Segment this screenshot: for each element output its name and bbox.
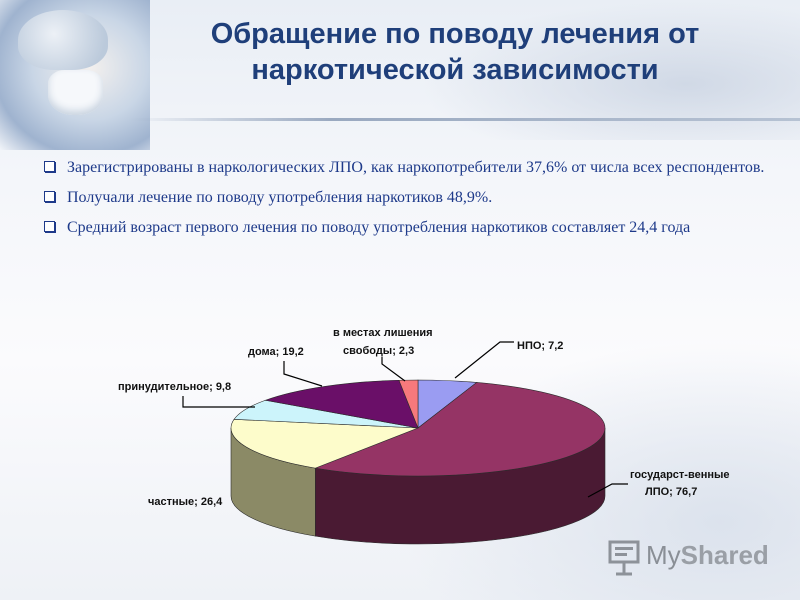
pie-data-label: в местах лишения	[333, 327, 433, 339]
checkbox-bullet-icon	[44, 221, 55, 232]
leader-line	[587, 483, 628, 498]
surgical-mask	[48, 70, 103, 115]
pie-data-label: частные; 26,4	[148, 496, 223, 508]
checkbox-bullet-icon	[44, 191, 55, 202]
title-divider	[130, 118, 800, 121]
pie-data-label: свободы; 2,3	[343, 345, 414, 357]
logo-text: MyShared	[646, 540, 769, 571]
leader-line	[182, 396, 255, 408]
logo-text-my: My	[646, 540, 681, 570]
leader-line	[283, 361, 323, 387]
pie-data-label: НПО; 7,2	[517, 340, 563, 352]
pie-data-label: принудительное; 9,8	[118, 381, 231, 393]
pie-data-label: государст-венные	[630, 469, 730, 481]
pie-labels: НПО; 7,2 государст-венные ЛПО; 76,7 частные…	[118, 327, 730, 508]
surgeon-photo	[0, 0, 150, 150]
pie-slice	[314, 382, 606, 477]
bullet-text: Зарегистрированы в наркологических ЛПО, …	[67, 159, 765, 176]
pie-top-faces	[230, 379, 606, 477]
presentation-board-icon	[608, 540, 640, 576]
leader-line	[454, 341, 514, 379]
bullet-item: Получали лечение по поводу употребления …	[42, 188, 782, 208]
checkbox-bullet-icon	[44, 161, 55, 172]
pie-slice	[398, 379, 419, 429]
pie-slice	[264, 379, 419, 429]
pie-slice	[230, 419, 419, 469]
myshared-logo	[606, 538, 766, 578]
surgical-cap	[18, 10, 108, 70]
bullet-item: Средний возраст первого лечения по повод…	[42, 218, 782, 238]
slide-title: Обращение по поводу лечения от наркотиче…	[210, 18, 700, 86]
bullet-text: Средний возраст первого лечения по повод…	[67, 219, 691, 236]
pie-data-label: дома; 19,2	[248, 346, 304, 358]
bullet-item: Зарегистрированы в наркологических ЛПО, …	[42, 158, 782, 178]
logo-text-shared: Shared	[680, 540, 769, 570]
pie-data-label: ЛПО; 76,7	[645, 486, 697, 498]
background-blur-top	[420, 0, 800, 140]
bullet-list: Зарегистрированы в наркологических ЛПО, …	[42, 158, 782, 248]
leader-line	[381, 357, 406, 382]
bullet-text: Получали лечение по поводу употребления …	[67, 189, 493, 206]
